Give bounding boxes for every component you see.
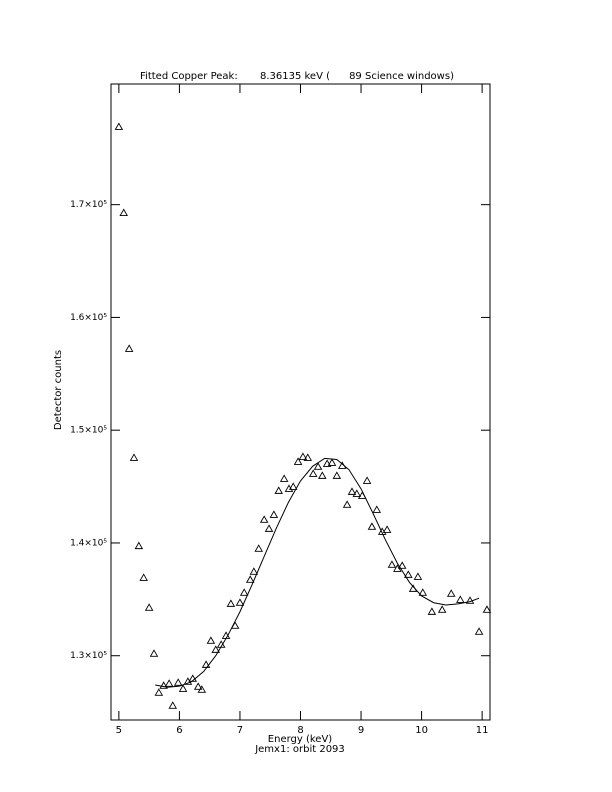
data-point <box>173 678 183 686</box>
data-point <box>482 605 492 613</box>
data-point <box>313 462 323 470</box>
x-tick-label: 11 <box>476 725 489 736</box>
y-axis-label: Detector counts <box>53 350 64 430</box>
data-point <box>235 598 245 606</box>
data-point <box>308 469 318 477</box>
fit-line <box>155 457 480 688</box>
y-tick-label: 1.7×10⁵ <box>70 200 107 210</box>
data-point <box>437 605 447 613</box>
data-point <box>164 679 174 687</box>
data-point <box>264 524 274 532</box>
data-point <box>342 500 352 508</box>
data-point <box>347 487 357 495</box>
data-point <box>367 522 377 530</box>
chart-title: Fitted Copper Peak: 8.36135 keV ( 89 Sci… <box>140 71 454 82</box>
data-point <box>239 588 249 596</box>
y-tick-label: 1.4×10⁵ <box>70 538 107 548</box>
data-point <box>144 603 154 611</box>
data-point <box>129 453 139 461</box>
y-tick-label: 1.5×10⁵ <box>70 426 107 436</box>
data-point <box>382 525 392 533</box>
data-point <box>456 595 465 603</box>
data-point <box>446 589 456 597</box>
data-point <box>397 561 407 569</box>
data-point <box>139 573 148 581</box>
data-point <box>298 452 308 460</box>
data-point <box>124 344 134 352</box>
data-point <box>403 570 413 578</box>
data-point <box>149 649 159 657</box>
data-point <box>293 457 303 465</box>
data-point <box>188 674 198 682</box>
data-point <box>245 575 255 583</box>
y-tick-label: 1.6×10⁵ <box>70 313 107 323</box>
data-point <box>154 688 164 696</box>
data-point <box>226 599 236 607</box>
data-point <box>193 682 203 690</box>
data-point <box>274 486 283 494</box>
x-tick-label: 10 <box>415 725 428 736</box>
y-tick-label: 1.3×10⁵ <box>70 651 107 661</box>
data-point <box>279 474 289 482</box>
data-point <box>254 544 264 552</box>
data-point <box>332 471 342 479</box>
x-tick-label: 9 <box>358 725 364 736</box>
data-point <box>269 510 279 518</box>
data-point <box>206 636 216 644</box>
data-point <box>418 588 428 596</box>
data-point <box>134 541 144 550</box>
x-axis-label: Energy (keV) <box>268 734 333 745</box>
data-point <box>197 685 207 693</box>
data-point <box>327 458 337 466</box>
data-point <box>465 596 475 604</box>
data-point <box>249 567 259 575</box>
data-point <box>362 476 372 484</box>
data-point <box>211 645 221 653</box>
data-point <box>372 505 382 513</box>
data-point <box>288 482 298 490</box>
data-point <box>119 208 128 216</box>
data-point <box>168 701 178 709</box>
x-tick-label: 7 <box>237 725 243 736</box>
data-point <box>474 627 484 635</box>
data-point <box>303 453 313 461</box>
data-point <box>427 607 437 615</box>
x-tick-label: 5 <box>116 725 122 736</box>
data-point <box>352 489 362 497</box>
data-point <box>201 660 211 668</box>
data-point <box>318 471 327 479</box>
x-tick-label: 8 <box>297 725 303 736</box>
data-point <box>322 459 332 467</box>
data-point <box>413 572 423 580</box>
data-point <box>114 122 124 130</box>
data-point <box>259 515 269 523</box>
data-point <box>159 681 168 689</box>
data-point <box>387 560 397 568</box>
subtitle: Jemx1: orbit 2093 <box>254 744 345 755</box>
data-point <box>178 684 188 692</box>
x-tick-label: 6 <box>176 725 182 736</box>
